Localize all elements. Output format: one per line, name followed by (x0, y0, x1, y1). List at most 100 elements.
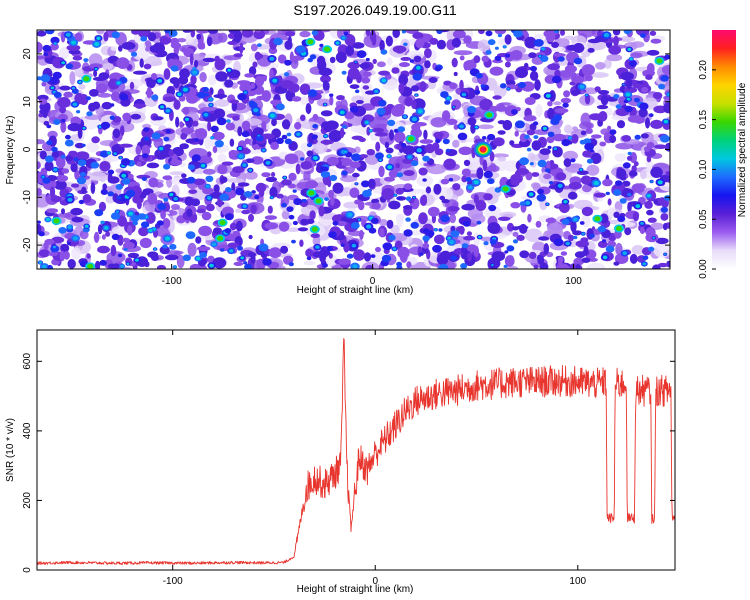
spectrum-speckle (573, 235, 578, 240)
spectrum-speckle-core (71, 86, 76, 90)
spectrum-speckle (163, 68, 171, 80)
spectrum-speckle (487, 222, 501, 234)
spectrum-speckle (339, 157, 353, 167)
spectrum-speckle (612, 189, 622, 196)
spectrum-speckle (311, 134, 318, 140)
spectrum-speckle (654, 144, 667, 149)
spectrum-speckle (378, 165, 385, 178)
spectrum-speckle (362, 85, 370, 90)
spectrum-speckle (217, 164, 228, 175)
spectrum-speckle (402, 145, 416, 155)
spectrum-speckle (635, 30, 650, 36)
spectrum-speckle (391, 105, 405, 117)
spectrum-speckle (476, 167, 484, 180)
spectrum-speckle (492, 95, 502, 100)
spectrum-speckle (573, 57, 583, 65)
spectrum-speckle (146, 77, 156, 89)
spectrum-speckle (168, 149, 174, 157)
spectrum-speckle (631, 183, 645, 194)
spectrum-speckle-core (153, 248, 157, 251)
spectrum-speckle (86, 142, 99, 153)
spectrum-speckle (545, 217, 557, 224)
spectrum-speckle (85, 96, 91, 101)
spectrum-speckle (190, 75, 197, 85)
spectrum-speckle (206, 203, 215, 212)
spectrum-speckle-core (568, 136, 572, 139)
spectrum-speckle-core (41, 175, 45, 179)
spectrum-speckle-core (652, 236, 656, 239)
spectrum-speckle (67, 259, 76, 269)
spectrum-speckle (365, 30, 371, 37)
spectrum-speckle (83, 58, 89, 63)
spectrum-speckle (65, 155, 74, 162)
spectrum-speckle (553, 238, 564, 247)
spectrum-speckle-core (119, 156, 122, 159)
spectrum-speckle (380, 49, 388, 55)
spectrum-speckle (595, 62, 606, 70)
spectrum-speckle (163, 197, 169, 202)
spectrum-speckle (451, 57, 458, 68)
spectrum-speckle (261, 121, 267, 131)
spectrum-speckle-core (242, 163, 247, 167)
spectrum-speckle (325, 120, 339, 130)
spectrum-speckle (475, 200, 487, 211)
spectrum-speckle (581, 257, 591, 264)
spectrum-speckle (506, 245, 515, 252)
spectrum-speckle (119, 143, 133, 148)
spectrum-speckle-core (272, 78, 278, 83)
spectrum-speckle (352, 172, 360, 178)
spectrum-speckle (503, 160, 519, 172)
spectrum-speckle (97, 245, 110, 254)
spectrum-speckle (72, 55, 83, 61)
spectrum-speckle-core (650, 180, 653, 183)
spectrum-speckle (504, 53, 511, 58)
spectrum-speckle (101, 234, 106, 240)
spectrum-speckle (312, 113, 319, 121)
spectrum-speckle (320, 74, 331, 83)
spectrum-speckle (608, 45, 622, 55)
spectrum-speckle-core (434, 228, 437, 231)
spectrum-speckle (260, 133, 275, 140)
spectrum-speckle (581, 214, 591, 228)
spectrum-speckle (396, 261, 403, 267)
spectrum-speckle (413, 55, 422, 63)
spectrum-speckle (615, 142, 634, 150)
spectrum-speckle (388, 234, 396, 241)
spectrum-speckle (376, 61, 386, 68)
spectrum-speckle (552, 133, 566, 142)
spectrum-speckle (450, 230, 460, 238)
spectrum-speckle (457, 132, 468, 141)
spectrum-speckle (649, 30, 657, 36)
spectrum-speckle (494, 46, 499, 50)
spectrum-speckle (402, 205, 413, 210)
spectrum-speckle (42, 110, 48, 118)
spectrum-speckle (93, 231, 100, 243)
spectrum-speckle (65, 134, 71, 140)
spectrum-speckle (122, 241, 135, 250)
spectrum-speckle (423, 129, 428, 140)
spectrum-speckle (165, 254, 179, 261)
spectrum-speckle (596, 105, 609, 110)
spectrum-speckle-core (486, 112, 493, 118)
spectrum-speckle (228, 30, 240, 34)
spectrum-speckle (395, 213, 405, 222)
spectrum-speckle (243, 191, 253, 198)
spectrum-speckle (580, 175, 592, 185)
spectrum-speckle-core (323, 103, 327, 106)
spectrum-speckle (107, 191, 114, 197)
spectrum-speckle (345, 45, 355, 57)
spectrum-speckle (70, 162, 78, 173)
spectrum-speckle (393, 131, 406, 144)
snr-y-axis-label: SNR (10 * v/v) (5, 418, 16, 482)
spectrum-speckle (568, 182, 582, 190)
spectrum-speckle (646, 63, 655, 74)
spectrum-speckle (361, 180, 370, 188)
spectrum-speckle (103, 31, 109, 42)
spectrum-speckle (403, 183, 413, 190)
spectrum-speckle (213, 94, 228, 99)
spectrum-speckle (590, 134, 602, 139)
spectrum-speckle (397, 250, 408, 258)
spectrum-speckle (42, 177, 51, 184)
spectrum-speckle (613, 35, 619, 47)
spectrum-speckle (440, 214, 450, 223)
